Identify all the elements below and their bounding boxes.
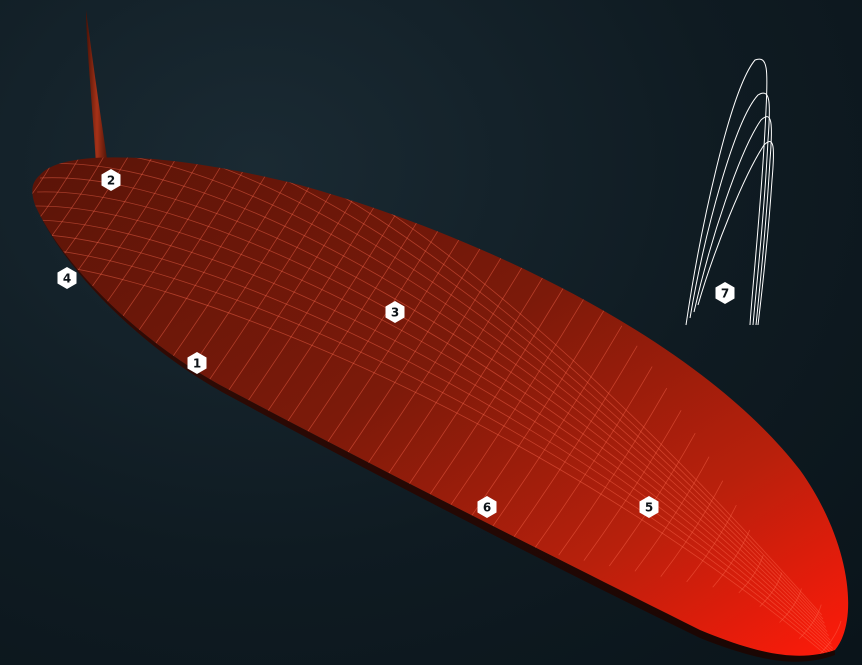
marker-5: 5 [639, 496, 659, 518]
grid-line-transverse [779, 588, 802, 623]
grid-line-transverse [660, 480, 724, 577]
grid-line-transverse [414, 271, 574, 517]
board-deck [32, 157, 849, 656]
grid-line-transverse [738, 555, 764, 594]
grid-line-transverse [759, 572, 783, 607]
grid-line-longitudinal [45, 157, 828, 632]
grid-line-transverse [100, 157, 217, 311]
grid-line-longitudinal [42, 163, 829, 637]
marker-label: 3 [391, 306, 399, 320]
marker-1: 1 [187, 352, 207, 374]
grid-line-transverse [583, 410, 682, 561]
marker-hexagon [385, 301, 405, 323]
grid-line-longitudinal [32, 247, 838, 656]
marker-hexagon [639, 496, 659, 518]
marker-label: 2 [107, 174, 115, 188]
grid-line-transverse [558, 387, 668, 556]
marker-6: 6 [477, 496, 497, 518]
grid-line-transverse [484, 325, 623, 538]
grid-line-transverse [71, 157, 167, 279]
marker-label: 4 [63, 272, 71, 286]
grid-line-transverse [32, 157, 64, 214]
marker-label: 6 [483, 501, 491, 515]
grid-line-transverse [508, 345, 638, 544]
marker-hexagon [101, 169, 121, 191]
grid-line-longitudinal [32, 233, 836, 656]
marker-hexagon [715, 282, 735, 304]
callout-markers: 1 2 3 4 5 6 7 [57, 169, 735, 518]
marker-hexagon [477, 496, 497, 518]
marker-3: 3 [385, 301, 405, 323]
grid-line-transverse [798, 604, 822, 639]
grid-line-longitudinal [48, 157, 827, 628]
grid-line-transverse [85, 157, 192, 296]
grid-line-longitudinal [51, 157, 825, 624]
grid-line-transverse [57, 157, 141, 263]
marker-label: 7 [721, 287, 729, 301]
marker-label: 5 [645, 501, 653, 515]
grid-line-transverse [437, 288, 591, 524]
marker-2: 2 [101, 169, 121, 191]
grid-line-longitudinal [53, 157, 824, 620]
marker-7: 7 [715, 282, 735, 304]
grid-line-longitudinal [34, 205, 834, 649]
grid-line-transverse [348, 225, 522, 491]
grid-line-transverse [686, 504, 737, 583]
grid-line-transverse [115, 157, 242, 327]
fin-outlines [685, 58, 774, 326]
grid-line-transverse [634, 456, 710, 572]
grid-line-transverse [392, 254, 557, 509]
grid-line-transverse [370, 239, 540, 500]
marker-hexagon [187, 352, 207, 374]
marker-4: 4 [57, 267, 77, 289]
marker-label: 1 [193, 357, 201, 371]
grid-line-transverse [533, 366, 653, 550]
mast-base [86, 10, 108, 165]
grid-line-transverse [712, 529, 751, 588]
grid-line-longitudinal [32, 219, 835, 653]
grid-line-transverse [818, 620, 842, 656]
marker-hexagon [57, 267, 77, 289]
grid-line-longitudinal [37, 191, 832, 645]
grid-line-transverse [43, 157, 116, 247]
grid-line-longitudinal [32, 261, 839, 656]
